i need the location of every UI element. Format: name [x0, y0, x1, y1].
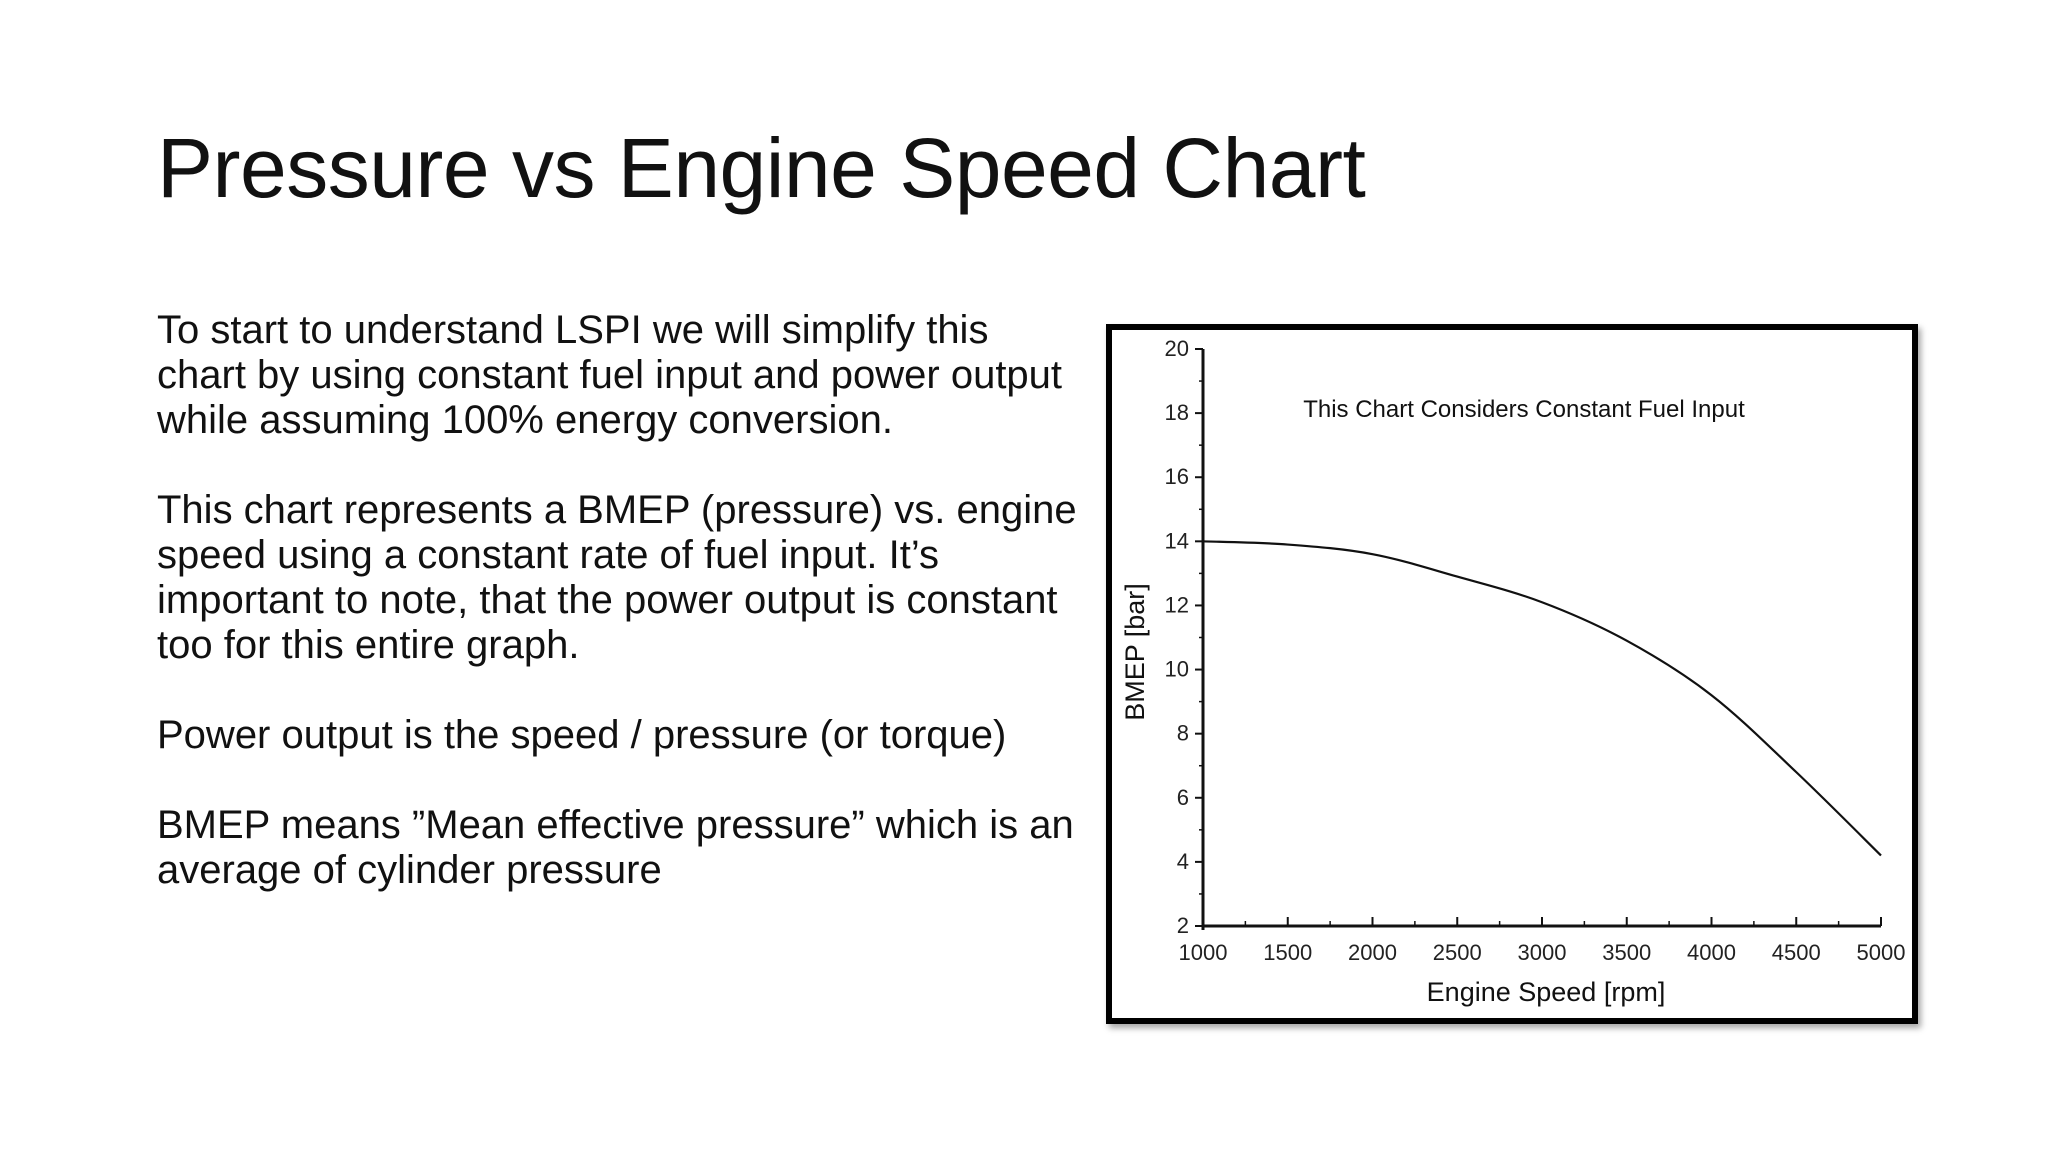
- x-axis-title: Engine Speed [rpm]: [1427, 977, 1666, 1007]
- y-tick-label: 18: [1165, 400, 1189, 425]
- series-line: [1202, 540, 1882, 857]
- x-tick-label: 4500: [1772, 940, 1821, 965]
- y-tick-label: 10: [1165, 657, 1189, 682]
- chart-ticks: 2 4 6 8 10 12 14 16 18 20 1000 1500 2000 2500 3000 3500…: [1165, 336, 1906, 965]
- x-tick-label: 1000: [1179, 940, 1228, 965]
- slide-title: Pressure vs Engine Speed Chart: [157, 121, 1366, 215]
- paragraph-power-output: Power output is the speed / pressure (or…: [157, 713, 1007, 757]
- y-tick-label: 16: [1165, 464, 1189, 489]
- x-tick-label: 2500: [1433, 940, 1482, 965]
- chart-axes: [1201, 349, 1881, 930]
- y-tick-label: 2: [1177, 913, 1189, 938]
- bmep-chart: 2 4 6 8 10 12 14 16 18 20 1000 1500 2000 2500 3000 3500…: [1120, 336, 1906, 1007]
- y-tick-label: 12: [1165, 592, 1189, 617]
- body-text: To start to understand LSPI we will simp…: [157, 308, 1077, 938]
- y-axis-title: BMEP [bar]: [1120, 583, 1150, 721]
- paragraph-chart-description: This chart represents a BMEP (pressure) …: [157, 488, 1077, 667]
- x-tick-label: 2000: [1348, 940, 1397, 965]
- paragraph-lspi-intro: To start to understand LSPI we will simp…: [157, 308, 1063, 442]
- y-tick-label: 20: [1165, 336, 1189, 361]
- x-tick-label: 3500: [1602, 940, 1651, 965]
- paragraph-bmep-definition: BMEP means ”Mean effective pressure” whi…: [157, 803, 1074, 892]
- x-tick-label: 1500: [1263, 940, 1312, 965]
- x-tick-label: 5000: [1857, 940, 1906, 965]
- x-tick-label: 4000: [1687, 940, 1736, 965]
- y-tick-label: 14: [1165, 528, 1189, 553]
- x-tick-label: 3000: [1518, 940, 1567, 965]
- y-tick-label: 6: [1177, 785, 1189, 810]
- y-tick-label: 8: [1177, 721, 1189, 746]
- chart-annotation: This Chart Considers Constant Fuel Input: [1303, 396, 1745, 423]
- y-tick-label: 4: [1177, 849, 1189, 874]
- chart-frame: 2 4 6 8 10 12 14 16 18 20 1000 1500 2000 2500 3000 3500…: [1106, 324, 1918, 1024]
